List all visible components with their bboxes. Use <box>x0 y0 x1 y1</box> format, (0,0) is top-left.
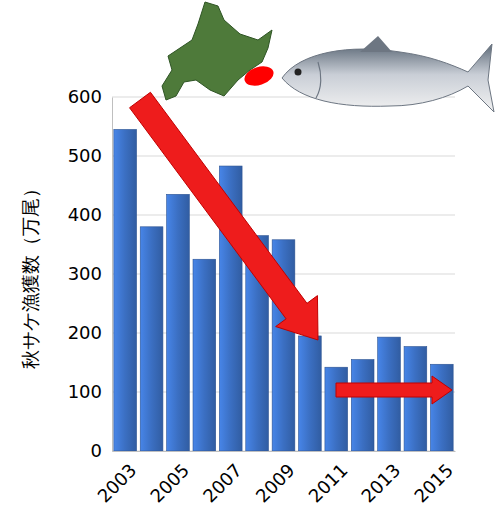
fish-fin <box>360 36 392 52</box>
y-axis-title: 秋サケ漁獲数（万尾） <box>19 179 41 369</box>
y-tick: 500 <box>68 145 112 166</box>
bar <box>193 259 216 451</box>
x-tick: 2003 <box>93 451 140 507</box>
y-tick: 400 <box>68 204 112 225</box>
y-tick-label: 500 <box>68 145 102 166</box>
y-axis-line <box>112 98 113 452</box>
bar <box>299 336 322 451</box>
x-tick-label: 2007 <box>199 459 246 506</box>
y-tick-label: 600 <box>68 86 102 107</box>
y-tick: 100 <box>68 381 112 402</box>
grid-line <box>112 215 455 216</box>
x-tick: 2011 <box>304 451 351 507</box>
bar <box>114 129 137 451</box>
bar <box>167 194 190 451</box>
x-axis: 2003200520072009201120132015 <box>93 451 457 507</box>
decoration <box>130 2 494 404</box>
x-tick-label: 2005 <box>146 459 193 506</box>
bar <box>404 347 427 451</box>
arrow <box>336 376 452 404</box>
grid-line <box>112 156 455 157</box>
map-marker <box>242 63 276 89</box>
y-tick: 600 <box>68 86 112 107</box>
x-tick-label: 2015 <box>410 459 457 506</box>
y-tick: 0 <box>91 440 112 461</box>
x-axis-line <box>113 451 456 452</box>
fish-gill <box>316 62 321 98</box>
x-tick: 2009 <box>252 451 299 507</box>
x-tick-label: 2011 <box>304 459 351 506</box>
y-tick-label: 300 <box>68 263 102 284</box>
x-tick: 2005 <box>146 451 193 507</box>
y-tick-label: 100 <box>68 381 102 402</box>
y-tick-label: 200 <box>68 322 102 343</box>
bar <box>351 360 374 451</box>
bar <box>325 367 348 451</box>
y-tick-label: 0 <box>91 440 102 461</box>
chart: 0100200300400500600200320052007200920112… <box>0 0 495 521</box>
x-tick-label: 2009 <box>252 459 299 506</box>
x-tick-label: 2003 <box>93 459 140 506</box>
fish-eye <box>295 69 302 76</box>
y-tick: 300 <box>68 263 112 284</box>
bar <box>140 227 163 451</box>
x-tick: 2007 <box>199 451 246 507</box>
y-tick-label: 400 <box>68 204 102 225</box>
y-tick: 200 <box>68 322 112 343</box>
arrow <box>130 92 318 340</box>
fish <box>282 44 494 112</box>
x-tick: 2015 <box>410 451 457 507</box>
y-axis: 0 100 200 300 400 500 600 <box>68 86 113 461</box>
x-tick-label: 2013 <box>357 459 404 506</box>
x-tick: 2013 <box>357 451 404 507</box>
